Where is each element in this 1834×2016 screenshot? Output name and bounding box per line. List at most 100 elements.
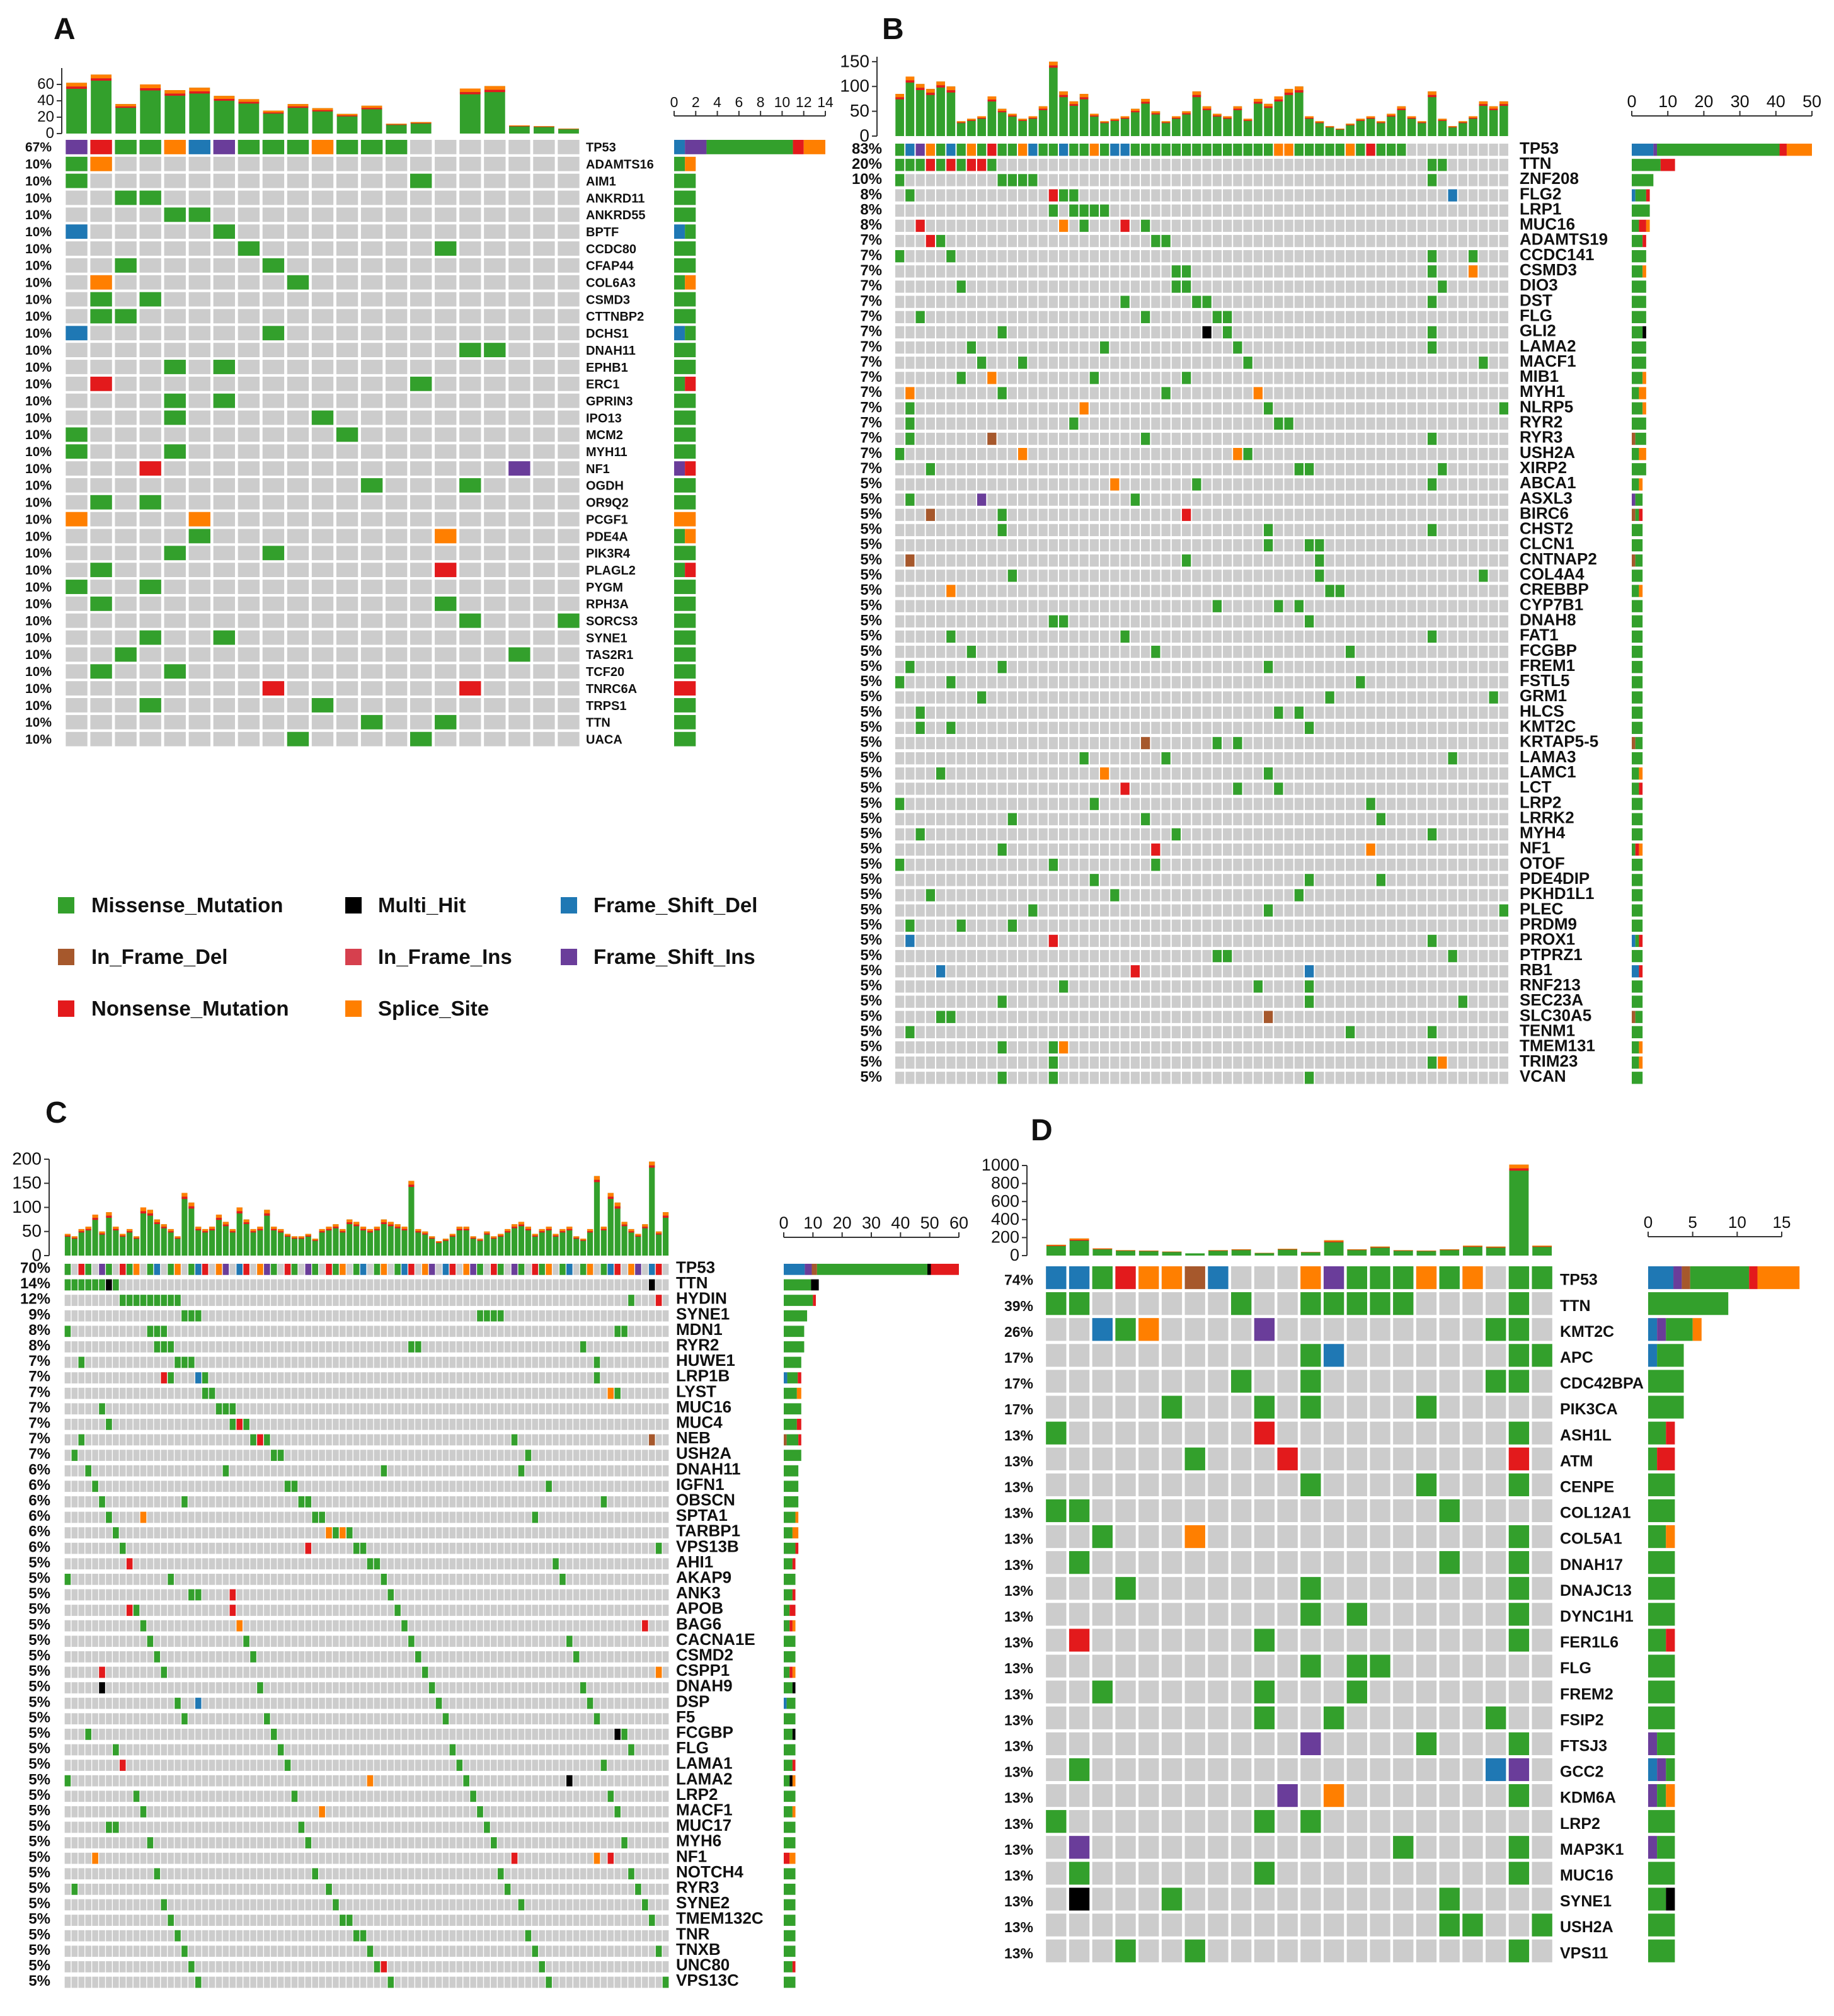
grid-cell [1366, 326, 1375, 339]
mutation-cell [435, 563, 457, 578]
grid-cell [997, 570, 1007, 582]
mutation-cell [977, 144, 987, 156]
grid-cell [1171, 904, 1181, 917]
grid-cell [139, 647, 161, 662]
mutation-cell [1386, 144, 1396, 156]
grid-cell [164, 512, 186, 527]
grid-cell [1028, 600, 1038, 612]
grid-cell [1099, 357, 1109, 369]
grid-cell [1099, 493, 1109, 506]
grid-cell [1161, 174, 1171, 186]
grid-cell [1110, 721, 1120, 735]
grid-cell [1079, 874, 1089, 886]
grid-cell [1345, 387, 1355, 399]
grid-cell [1366, 265, 1375, 278]
gene-row: 10% OGDH [25, 478, 696, 493]
grid-cell [1407, 463, 1416, 476]
grid-cell [1140, 949, 1150, 963]
grid-cell [1028, 402, 1038, 415]
tmb-bar [1141, 98, 1150, 136]
mutation-cell [1171, 144, 1181, 156]
mutation-cell [1448, 189, 1457, 202]
grid-cell [1007, 341, 1017, 354]
grid-cell [1427, 843, 1437, 856]
grid-cell [1130, 615, 1140, 627]
gene-name: PIK3R4 [586, 547, 631, 561]
grid-cell [1120, 402, 1130, 415]
tmb-bar-cap [312, 108, 333, 110]
grid-cell [1335, 204, 1345, 217]
grid-cell [533, 529, 555, 544]
grid-cell [1038, 767, 1048, 780]
grid-cell [905, 372, 915, 384]
grid-cell [926, 676, 936, 689]
grid-cell [946, 554, 956, 567]
grid-cell [1038, 676, 1048, 689]
tmb-bar-cap [140, 84, 161, 88]
grid-cell [1458, 630, 1468, 643]
grid-cell [1130, 813, 1140, 825]
grid-cell [1243, 219, 1252, 232]
grid-cell [1058, 736, 1069, 750]
grid-cell [1028, 630, 1038, 643]
grid-cell [1222, 645, 1232, 658]
grid-cell [926, 448, 936, 461]
grid-cell [1048, 645, 1058, 658]
grid-cell [1028, 767, 1038, 780]
grid-cell [1345, 357, 1355, 369]
grid-cell [1468, 585, 1478, 597]
mutation-cell [956, 144, 966, 156]
mutation-cell [966, 645, 977, 658]
grid-cell [1007, 874, 1017, 886]
grid-cell [1140, 159, 1150, 171]
grid-cell [1058, 859, 1069, 871]
grid-cell [1161, 843, 1171, 856]
grid-cell [508, 224, 530, 239]
gene-name: OTOF [1520, 854, 1565, 873]
grid-cell [1407, 661, 1416, 673]
grid-cell [1222, 767, 1232, 780]
gene-name: CSMD3 [1520, 260, 1577, 279]
grid-cell [1089, 524, 1099, 537]
grid-cell [1110, 676, 1120, 689]
grid-cell [1263, 159, 1273, 171]
grid-cell [1120, 234, 1130, 248]
grid-cell [1151, 934, 1161, 948]
grid-cell [1345, 600, 1355, 612]
mutation-cell [1212, 600, 1222, 612]
grid-cell [1212, 159, 1222, 171]
grid-cell [1253, 174, 1263, 186]
grid-cell [1356, 250, 1365, 263]
gene-row: 10% SYNE1 [25, 630, 696, 645]
grid-cell [1438, 219, 1447, 232]
grid-cell [895, 402, 905, 415]
grid-cell [1397, 539, 1406, 552]
mutation-cell [915, 311, 925, 323]
grid-cell [1120, 250, 1130, 263]
tmb-bar-cap [1192, 94, 1201, 98]
grid-cell [1315, 585, 1324, 597]
grid-cell [1079, 630, 1089, 643]
grid-cell [1397, 508, 1406, 521]
mutation-cell [1171, 265, 1181, 278]
grid-cell [115, 427, 137, 442]
grid-cell [1304, 189, 1314, 202]
grid-cell [1366, 645, 1375, 658]
grid-cell [1253, 691, 1263, 704]
grid-cell [926, 736, 936, 750]
mutation-cell [997, 387, 1007, 399]
grid-cell [1274, 874, 1283, 886]
grid-cell [956, 463, 966, 476]
grid-cell [1397, 295, 1406, 308]
tmb-bar [1038, 106, 1048, 136]
grid-cell [987, 463, 997, 476]
grid-cell [1181, 767, 1191, 780]
grid-cell [1120, 174, 1130, 186]
mutation-cell [997, 843, 1007, 856]
grid-cell [1263, 280, 1273, 293]
grid-cell [1468, 341, 1478, 354]
grid-cell [336, 173, 358, 188]
mutation-cell [90, 140, 112, 154]
grid-cell [1161, 493, 1171, 506]
grid-cell [936, 828, 946, 841]
